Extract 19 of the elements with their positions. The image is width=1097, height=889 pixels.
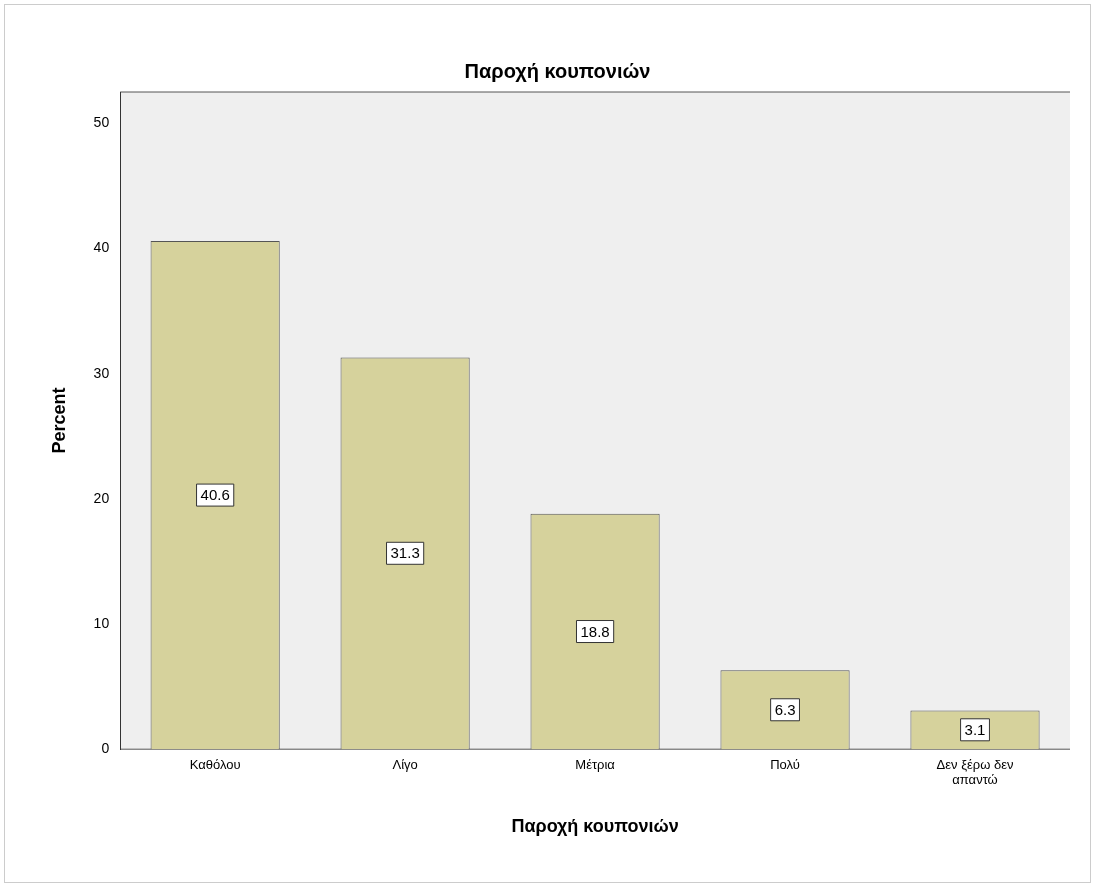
y-tick-label: 40	[93, 239, 110, 256]
y-tick-label: 10	[93, 614, 110, 631]
x-tick-label: Λίγο	[392, 756, 418, 772]
x-tick-label: Πολύ	[770, 756, 800, 772]
y-tick-label: 30	[93, 364, 110, 381]
chart-title: Παροχή κουπονιών	[464, 59, 651, 82]
y-axis-title: Percent	[48, 387, 69, 454]
data-label: 31.3	[390, 544, 420, 562]
x-axis-title: Παροχή κουπονιών	[511, 816, 679, 837]
y-tick-label: 20	[93, 489, 110, 506]
x-tick-label: Μέτρια	[575, 756, 616, 772]
y-tick-label: 50	[93, 114, 110, 131]
x-tick-label: Δεν ξέρω δεν απαντώ	[936, 756, 1014, 788]
x-tick-label: Καθόλου	[189, 756, 241, 772]
data-label: 3.1	[964, 720, 986, 738]
data-label: 18.8	[580, 622, 610, 640]
data-label: 40.6	[200, 486, 230, 504]
y-tick-label: 0	[101, 740, 110, 757]
data-label: 6.3	[774, 700, 796, 718]
